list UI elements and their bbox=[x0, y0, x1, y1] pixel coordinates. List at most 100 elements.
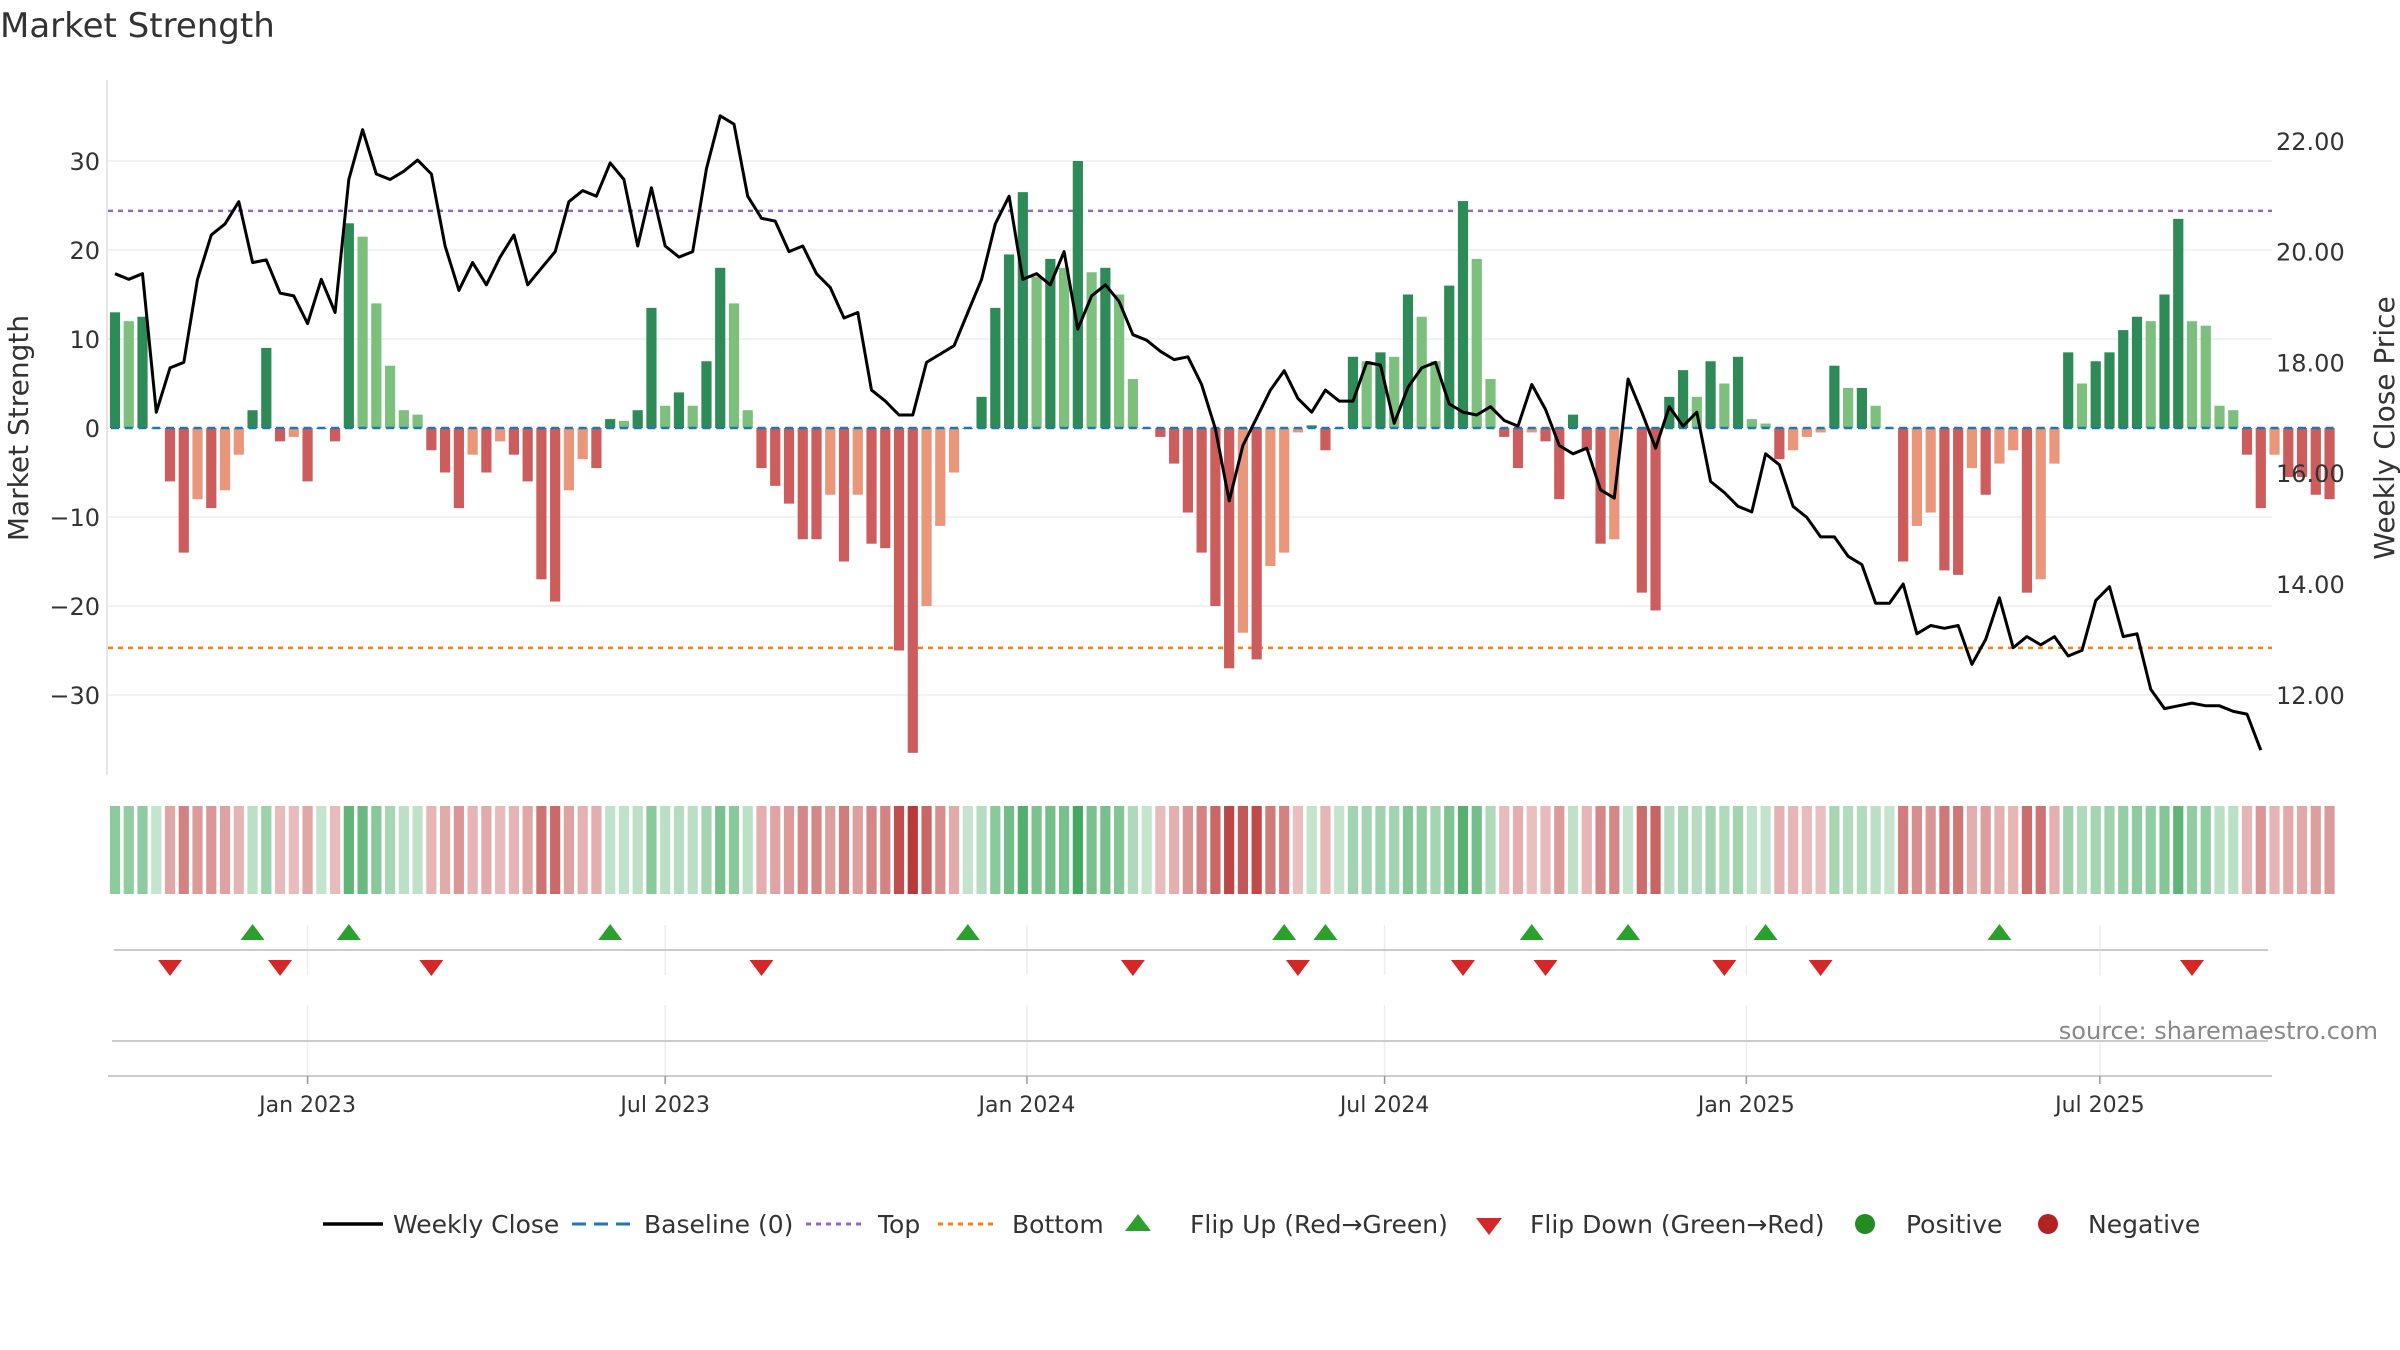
flip-up-marker bbox=[598, 924, 623, 940]
strength-bar bbox=[233, 428, 244, 455]
main-gridlines bbox=[108, 160, 2272, 696]
legend: Weekly Close Baseline (0) Top Bottom Fli… bbox=[323, 1210, 2200, 1239]
left-y-tick-labels: 30 20 10 0 −10 −20 −30 bbox=[49, 148, 100, 710]
flip-down-marker bbox=[749, 960, 774, 976]
heat-cell bbox=[1815, 806, 1826, 894]
strength-bar bbox=[990, 307, 1001, 428]
y-tick-label: −10 bbox=[49, 504, 100, 532]
strength-bar bbox=[1471, 258, 1482, 428]
strength-bar bbox=[1898, 428, 1909, 562]
heat-cell bbox=[2296, 806, 2308, 894]
heat-cell bbox=[2104, 806, 2115, 894]
heat-cell bbox=[426, 806, 437, 894]
heat-cell bbox=[1141, 806, 1152, 894]
strength-bar bbox=[247, 410, 258, 428]
strength-bar bbox=[1017, 192, 1028, 428]
heat-cell bbox=[371, 806, 382, 894]
flip-up-marker bbox=[1519, 924, 1544, 940]
heat-cell bbox=[811, 806, 822, 894]
strength-bar bbox=[495, 428, 506, 442]
heat-cell bbox=[2241, 806, 2253, 894]
heat-cell bbox=[2173, 806, 2184, 894]
strength-bar bbox=[770, 428, 781, 486]
heat-cell bbox=[1086, 806, 1097, 894]
heat-cell bbox=[109, 806, 121, 894]
heat-cell bbox=[233, 806, 244, 894]
heat-cell bbox=[921, 806, 932, 894]
strength-bar bbox=[2159, 294, 2170, 428]
strength-bar bbox=[371, 303, 382, 428]
strength-bar bbox=[2145, 321, 2156, 428]
strength-bar bbox=[1829, 365, 1840, 428]
heat-cell bbox=[1980, 806, 1991, 894]
strength-bar bbox=[1100, 267, 1111, 428]
strength-bar bbox=[742, 410, 753, 428]
strength-bar bbox=[550, 428, 561, 602]
heat-cell bbox=[2186, 806, 2198, 894]
heat-cell bbox=[1705, 806, 1716, 894]
heat-cell bbox=[206, 806, 217, 894]
strength-bar bbox=[1925, 428, 1936, 513]
heat-cell bbox=[1237, 806, 1249, 894]
heat-cell bbox=[893, 806, 905, 894]
strength-bar bbox=[1650, 428, 1661, 611]
strength-bar bbox=[1526, 428, 1537, 433]
heat-cell bbox=[247, 806, 258, 894]
strength-bar bbox=[1292, 428, 1304, 433]
strength-bar bbox=[1843, 387, 1854, 428]
heat-cell bbox=[1526, 806, 1537, 894]
heat-cell bbox=[1636, 806, 1647, 894]
heat-cell bbox=[343, 806, 354, 894]
heat-cell bbox=[591, 806, 602, 894]
heat-cell bbox=[522, 806, 533, 894]
strength-bar bbox=[1966, 428, 1978, 469]
heat-cell bbox=[1512, 806, 1524, 894]
heat-cell bbox=[1595, 806, 1606, 894]
strength-bar bbox=[1389, 356, 1400, 428]
heat-cell bbox=[742, 806, 753, 894]
strength-bar bbox=[1444, 285, 1455, 428]
heat-cell bbox=[1801, 806, 1812, 894]
heat-cell bbox=[2035, 806, 2046, 894]
strength-bar bbox=[1416, 316, 1427, 428]
y2-tick-label: 14.00 bbox=[2276, 571, 2345, 599]
strength-bar bbox=[2228, 410, 2239, 428]
heat-cell bbox=[1898, 806, 1909, 894]
flip-up-marker bbox=[240, 924, 265, 940]
heat-cell bbox=[1994, 806, 2005, 894]
heat-cell bbox=[646, 806, 657, 894]
heat-cell bbox=[687, 806, 698, 894]
strength-bar bbox=[1058, 267, 1070, 428]
strength-bar bbox=[632, 410, 643, 428]
strength-bar bbox=[1801, 428, 1812, 437]
x-tick-label: Jan 2024 bbox=[977, 1093, 1076, 1118]
heat-cell bbox=[495, 806, 506, 894]
strength-bar bbox=[219, 428, 231, 491]
heat-cell bbox=[1320, 806, 1331, 894]
heat-cell bbox=[1677, 806, 1689, 894]
heat-cell bbox=[302, 806, 313, 894]
heat-cell bbox=[1691, 806, 1702, 894]
y-tick-label: 30 bbox=[69, 148, 100, 176]
strength-bar bbox=[1279, 428, 1290, 553]
flip-up-marker bbox=[1313, 924, 1338, 940]
strength-bar bbox=[508, 428, 519, 455]
flip-up-marker bbox=[955, 924, 980, 940]
heat-cell bbox=[1100, 806, 1111, 894]
y-axis-label-right: Weekly Close Price bbox=[2368, 296, 2400, 559]
heat-cell bbox=[1499, 806, 1510, 894]
heat-cell bbox=[1279, 806, 1290, 894]
y-tick-label: −30 bbox=[49, 682, 100, 710]
heat-cell bbox=[2310, 806, 2321, 894]
strength-bar bbox=[783, 428, 795, 504]
y2-tick-label: 12.00 bbox=[2276, 682, 2345, 710]
strength-bar bbox=[1127, 379, 1138, 428]
heat-cell bbox=[660, 806, 671, 894]
heat-cell bbox=[274, 806, 286, 894]
heat-cell bbox=[1430, 806, 1441, 894]
heat-cell bbox=[123, 806, 134, 894]
heat-cell bbox=[481, 806, 492, 894]
strength-bar bbox=[261, 347, 272, 428]
strength-bar bbox=[385, 365, 396, 428]
